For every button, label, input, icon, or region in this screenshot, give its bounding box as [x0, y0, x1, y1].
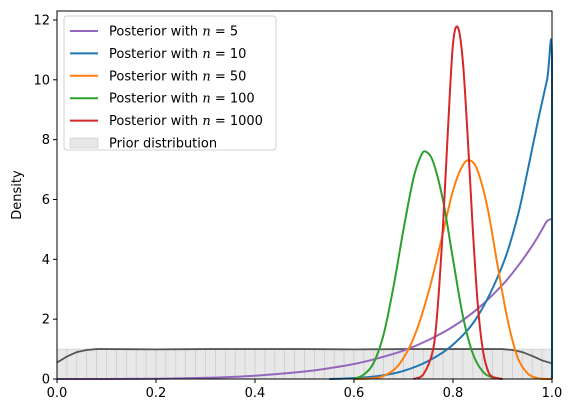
y-axis: 0 2 4 6 8 10 12 [33, 13, 57, 388]
prior-bar [462, 348, 474, 380]
plot-frame [56, 10, 553, 380]
prior-bar [225, 348, 236, 380]
y-axis-title: Density [10, 170, 25, 220]
legend-label: Posterior with n = 5 [109, 25, 238, 40]
legend-label: Posterior with n = 1000 [109, 114, 263, 129]
prior-bar [155, 348, 167, 380]
prior-bar [492, 348, 503, 380]
y-tick-label: 8 [42, 133, 50, 148]
prior-bar [185, 348, 196, 380]
x-tick-label: 0.4 [245, 386, 266, 401]
prior-bar [244, 348, 256, 380]
series-line-2 [329, 38, 553, 380]
prior-bar [323, 348, 335, 380]
prior-bar [145, 348, 157, 380]
prior-bar [205, 348, 216, 380]
x-axis: 0.0 0.2 0.4 0.6 0.8 1.0 [47, 379, 563, 401]
series-line-1 [56, 217, 553, 381]
prior-bar [284, 348, 295, 380]
y-tick-label: 10 [33, 73, 50, 88]
prior-bar [304, 348, 315, 380]
legend-box [63, 15, 277, 151]
x-tick-label: 0.8 [443, 386, 464, 401]
prior-bar [215, 348, 226, 380]
x-tick-label: 0.2 [146, 386, 167, 401]
legend-label: Posterior with n = 100 [109, 92, 255, 107]
prior-bar [502, 348, 513, 380]
prior-bar [294, 348, 305, 380]
y-tick-label: 12 [33, 13, 50, 28]
prior-bar [541, 348, 553, 380]
prior-bar [126, 348, 137, 380]
prior-bar [175, 348, 187, 380]
prior-bar [165, 348, 177, 380]
legend-label: Posterior with n = 10 [109, 47, 246, 62]
prior-density-curve [56, 348, 553, 365]
prior-bar [314, 348, 325, 380]
y-tick-label: 2 [42, 313, 50, 328]
prior-bar [96, 348, 107, 380]
x-tick-label: 0.6 [344, 386, 365, 401]
prior-bar [106, 348, 117, 380]
legend-label: Prior distribution [109, 137, 217, 152]
prior-bar [333, 348, 345, 380]
y-tick-label: 4 [42, 253, 50, 268]
legend-swatch-prior [69, 137, 99, 149]
prior-bar [234, 348, 246, 380]
y-tick-label: 0 [42, 373, 50, 388]
prior-bar [452, 348, 464, 380]
series-line-3 [353, 159, 552, 381]
prior-bar [76, 348, 88, 380]
legend-label: Posterior with n = 50 [109, 69, 246, 84]
prior-bar [116, 348, 127, 380]
prior-bar [56, 348, 68, 380]
prior-bar [135, 348, 147, 380]
prior-bar [86, 348, 97, 380]
legend: Posterior with n = 5 Posterior with n = 1… [63, 15, 277, 152]
prior-bar [403, 348, 414, 380]
x-tick-label: 0.0 [47, 386, 68, 401]
x-tick-label: 1.0 [542, 386, 563, 401]
y-tick-label: 6 [42, 193, 50, 208]
prior-bar [442, 348, 454, 380]
prior-bar [195, 348, 206, 380]
series-line-5 [412, 25, 503, 380]
prior-bar [531, 348, 543, 380]
series-lines [56, 25, 553, 381]
series-line-4 [353, 150, 503, 380]
